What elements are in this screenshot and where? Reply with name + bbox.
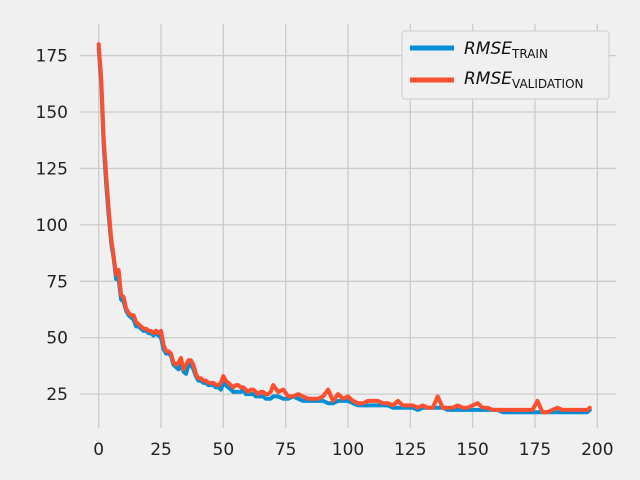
series-layer bbox=[96, 42, 592, 415]
y-tick-label: 25 bbox=[46, 385, 68, 405]
legend: RMSETRAIN RMSEVALIDATION bbox=[401, 30, 610, 100]
x-tick-label: 0 bbox=[93, 440, 104, 460]
x-tick-label: 50 bbox=[213, 440, 235, 460]
x-tick-label: 200 bbox=[581, 440, 613, 460]
x-tick-label: 125 bbox=[394, 440, 426, 460]
tick-labels: 0 25 50 75 100 125 150 175 200 25 50 75 100 125 150 175 bbox=[36, 47, 614, 460]
x-tick-label: 175 bbox=[519, 440, 551, 460]
y-tick-label: 150 bbox=[36, 103, 68, 123]
x-tick-label: 100 bbox=[332, 440, 364, 460]
series-validation-line bbox=[96, 42, 592, 415]
y-tick-label: 125 bbox=[36, 159, 68, 179]
y-tick-label: 175 bbox=[36, 47, 68, 67]
x-tick-label: 150 bbox=[456, 440, 488, 460]
y-tick-label: 75 bbox=[46, 272, 68, 292]
y-tick-label: 100 bbox=[36, 216, 68, 236]
x-tick-label: 75 bbox=[275, 440, 297, 460]
legend-label-validation: RMSEVALIDATION bbox=[464, 69, 584, 91]
x-tick-label: 25 bbox=[150, 440, 172, 460]
y-tick-label: 50 bbox=[46, 329, 68, 349]
legend-label-train: RMSETRAIN bbox=[464, 39, 548, 61]
